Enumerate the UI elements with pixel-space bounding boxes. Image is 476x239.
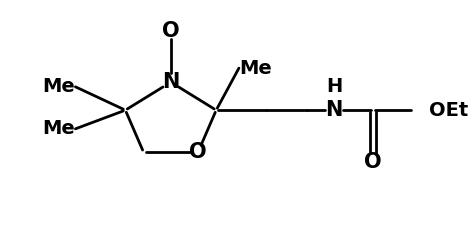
Text: Me: Me [43,119,75,138]
Text: N: N [326,100,343,120]
Text: N: N [162,72,179,92]
Text: H: H [326,77,342,96]
Text: OEt: OEt [429,101,468,120]
Text: O: O [364,152,382,172]
Text: Me: Me [239,59,272,78]
Text: O: O [162,21,179,41]
Text: Me: Me [43,77,75,96]
Text: O: O [189,142,207,162]
